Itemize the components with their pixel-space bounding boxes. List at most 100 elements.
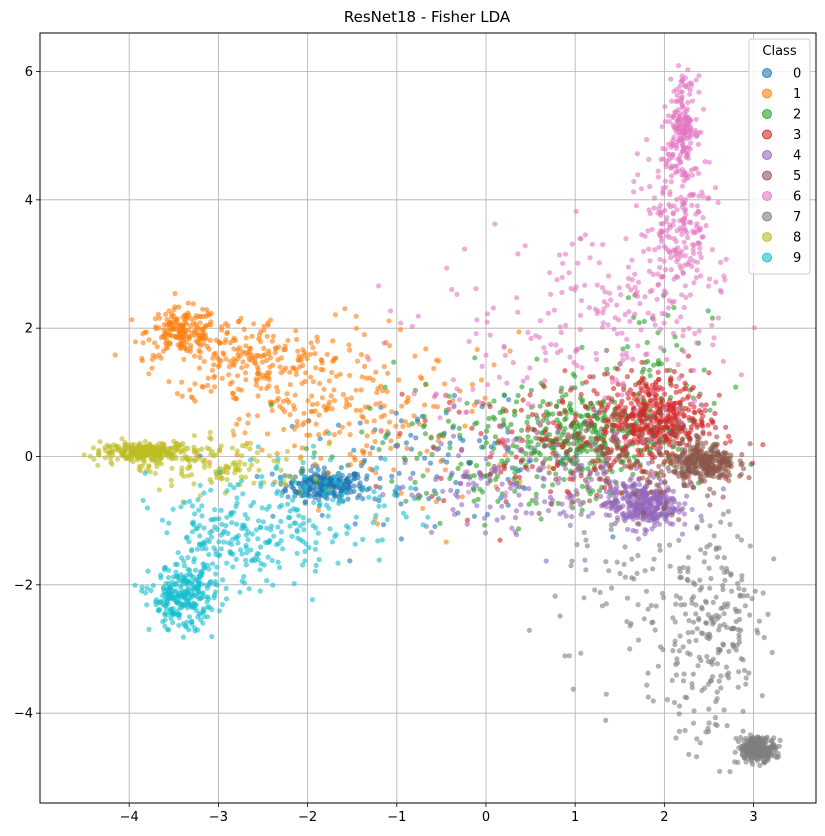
point-class-6 xyxy=(525,329,531,335)
point-class-1 xyxy=(266,377,272,383)
point-class-6 xyxy=(625,283,631,289)
point-class-2 xyxy=(519,384,525,390)
point-class-1 xyxy=(362,363,368,369)
point-class-5 xyxy=(672,431,678,437)
point-class-8 xyxy=(283,456,289,462)
point-class-7 xyxy=(568,563,574,569)
point-class-6 xyxy=(612,315,618,321)
point-class-1 xyxy=(370,429,376,435)
point-class-0 xyxy=(403,440,409,446)
point-class-1 xyxy=(287,382,293,388)
point-class-6 xyxy=(711,335,717,341)
point-class-1 xyxy=(265,348,272,354)
point-class-5 xyxy=(703,440,709,446)
point-class-1 xyxy=(239,349,245,355)
point-class-1 xyxy=(179,393,185,399)
point-class-3 xyxy=(665,424,671,430)
point-class-4 xyxy=(682,521,688,527)
point-class-2 xyxy=(501,392,507,398)
point-class-9 xyxy=(170,574,176,580)
point-class-3 xyxy=(615,392,621,398)
point-class-7 xyxy=(649,620,655,626)
point-class-1 xyxy=(284,391,290,397)
point-class-9 xyxy=(204,582,210,588)
point-class-2 xyxy=(639,369,645,375)
point-class-5 xyxy=(600,444,606,450)
point-class-7 xyxy=(707,585,713,591)
point-class-6 xyxy=(718,259,724,265)
point-class-1 xyxy=(270,333,276,339)
point-class-3 xyxy=(560,399,566,405)
point-class-6 xyxy=(662,311,668,317)
point-class-7 xyxy=(728,572,734,578)
point-class-6 xyxy=(473,286,479,292)
point-class-2 xyxy=(671,305,677,311)
point-class-5 xyxy=(553,403,560,409)
point-class-5 xyxy=(574,491,580,497)
point-class-7 xyxy=(706,720,712,726)
point-class-9 xyxy=(229,520,235,526)
point-class-1 xyxy=(192,353,198,359)
point-class-0 xyxy=(451,392,458,399)
point-class-1 xyxy=(196,365,203,371)
point-class-6 xyxy=(659,229,665,235)
point-class-7 xyxy=(745,751,751,757)
point-class-1 xyxy=(381,403,387,409)
point-class-1 xyxy=(364,443,370,449)
point-class-5 xyxy=(679,469,685,475)
point-class-6 xyxy=(632,291,638,297)
point-class-8 xyxy=(224,477,230,483)
point-class-7 xyxy=(657,547,663,553)
point-class-7 xyxy=(712,721,718,727)
point-class-6 xyxy=(542,378,548,384)
point-class-8 xyxy=(95,462,101,468)
point-class-2 xyxy=(641,318,647,324)
point-class-1 xyxy=(412,353,418,359)
point-class-7 xyxy=(676,537,682,543)
point-class-1 xyxy=(244,349,250,355)
point-class-6 xyxy=(667,225,673,231)
point-class-2 xyxy=(705,308,711,314)
point-class-3 xyxy=(673,383,679,389)
point-class-0 xyxy=(393,410,399,416)
point-class-8 xyxy=(191,481,197,487)
point-class-9 xyxy=(144,505,150,511)
point-class-8 xyxy=(164,445,170,452)
point-class-0 xyxy=(357,420,363,426)
point-class-6 xyxy=(694,267,700,273)
point-class-6 xyxy=(676,117,682,123)
point-class-7 xyxy=(768,744,774,750)
point-class-3 xyxy=(651,454,658,460)
point-class-6 xyxy=(555,350,561,356)
point-class-6 xyxy=(611,326,617,332)
point-class-7 xyxy=(672,638,678,644)
point-class-4 xyxy=(571,474,577,480)
point-class-5 xyxy=(575,446,581,452)
point-class-9 xyxy=(186,627,192,633)
point-class-4 xyxy=(458,480,464,487)
point-class-7 xyxy=(635,552,641,559)
point-class-6 xyxy=(697,245,703,251)
point-class-1 xyxy=(181,356,187,362)
point-class-5 xyxy=(667,457,673,463)
point-class-1 xyxy=(197,320,203,326)
point-class-6 xyxy=(646,246,652,252)
point-class-6 xyxy=(614,331,621,337)
point-class-6 xyxy=(698,254,704,260)
point-class-6 xyxy=(662,104,668,110)
point-class-0 xyxy=(389,473,395,479)
point-class-3 xyxy=(629,367,635,374)
point-class-8 xyxy=(248,440,254,446)
point-class-7 xyxy=(722,577,728,584)
point-class-6 xyxy=(476,399,482,405)
point-class-6 xyxy=(720,358,727,364)
point-class-5 xyxy=(684,463,690,469)
point-class-1 xyxy=(347,451,353,457)
point-class-5 xyxy=(687,456,693,462)
point-class-7 xyxy=(738,743,744,750)
point-class-7 xyxy=(634,570,640,577)
point-class-5 xyxy=(660,461,667,467)
point-class-0 xyxy=(285,494,291,500)
point-class-5 xyxy=(662,480,668,486)
point-class-6 xyxy=(680,270,686,276)
